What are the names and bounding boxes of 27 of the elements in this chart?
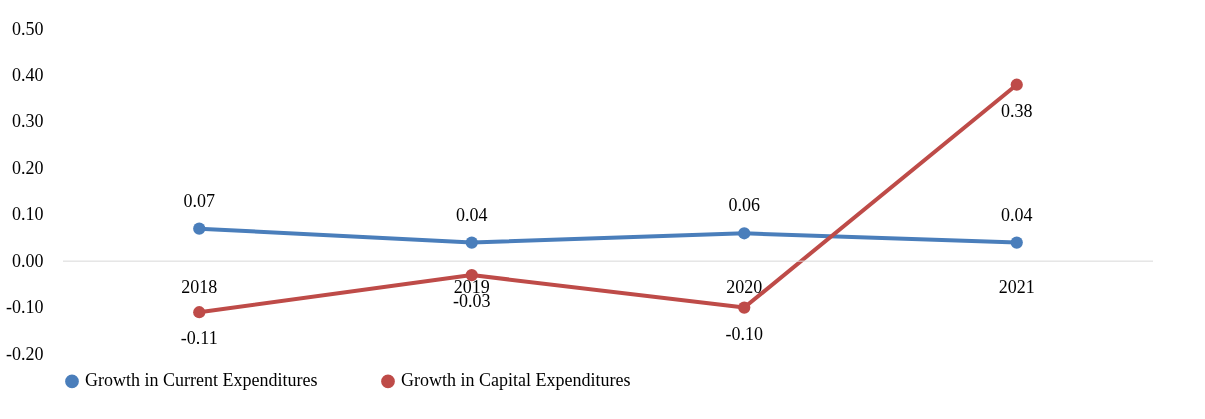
y-tick-label: 0.50	[12, 18, 44, 39]
y-tick-label: -0.20	[6, 343, 44, 364]
point	[738, 227, 751, 240]
y-tick-label: 0.30	[12, 111, 44, 132]
y-tick-label: 0.40	[12, 64, 44, 85]
data-label: 0.06	[728, 195, 760, 216]
legend-label: Growth in Capital Expenditures	[401, 370, 631, 391]
data-label: 0.38	[1001, 100, 1033, 121]
point	[1010, 78, 1023, 91]
point	[465, 236, 478, 249]
y-tick-label: 0.00	[12, 250, 44, 271]
y-tick-label: 0.10	[12, 204, 44, 225]
point	[193, 222, 206, 235]
point	[193, 306, 206, 319]
data-label: -0.10	[725, 323, 763, 344]
data-label: 0.04	[1001, 204, 1033, 225]
data-label: 0.04	[456, 204, 488, 225]
y-tick-label: 0.20	[12, 157, 44, 178]
point	[738, 301, 751, 314]
x-tick-label: 2021	[998, 277, 1035, 298]
legend-label: Growth in Current Expenditures	[85, 370, 318, 391]
point	[1010, 236, 1023, 249]
data-label: -0.11	[180, 328, 218, 349]
data-label: 0.07	[183, 190, 215, 211]
x-tick-label: 2020	[726, 277, 763, 298]
y-tick-label: -0.10	[6, 297, 44, 318]
x-tick-label: 2018	[181, 277, 218, 298]
